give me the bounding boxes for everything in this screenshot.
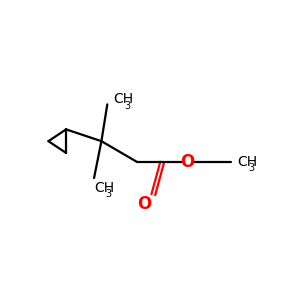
Text: CH: CH bbox=[94, 181, 114, 195]
Text: O: O bbox=[180, 153, 194, 171]
Text: 3: 3 bbox=[124, 101, 130, 111]
Text: O: O bbox=[138, 195, 152, 213]
Text: CH: CH bbox=[237, 155, 257, 169]
Text: 3: 3 bbox=[105, 189, 111, 199]
Text: 3: 3 bbox=[248, 163, 254, 173]
Text: CH: CH bbox=[113, 92, 133, 106]
